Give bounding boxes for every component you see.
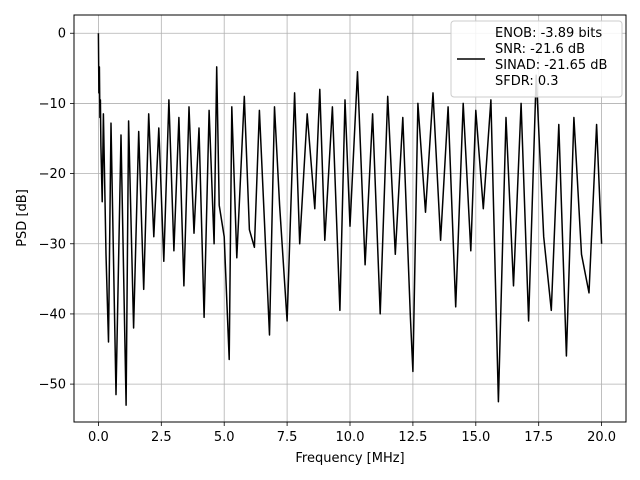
y-tick-label: −30 (39, 237, 66, 252)
x-tick-label: 17.5 (524, 430, 553, 445)
x-tick-label: 5.0 (214, 430, 235, 445)
y-axis-label: PSD [dB] (15, 189, 30, 247)
x-axis-ticks: 0.0 2.5 5.0 7.5 10.0 12.5 15.0 17.5 20.0 (88, 422, 616, 445)
y-tick-label: −50 (39, 378, 66, 393)
y-tick-label: −10 (39, 97, 66, 112)
y-tick-label: −20 (39, 167, 66, 182)
x-axis-label: Frequency [MHz] (295, 451, 404, 466)
legend-label-line: ENOB: -3.89 bits (495, 26, 602, 41)
legend-box (450, 20, 623, 98)
series-layer (97, 33, 603, 406)
x-tick-label: 10.0 (336, 430, 365, 445)
legend-label-line: SFDR: 0.3 (495, 74, 559, 89)
x-tick-label: 20.0 (587, 430, 616, 445)
y-tick-label: −40 (39, 307, 66, 322)
legend-label-line: SINAD: -21.65 dB (495, 58, 607, 73)
x-tick-label: 15.0 (461, 430, 490, 445)
x-tick-label: 7.5 (277, 430, 298, 445)
x-tick-label: 2.5 (151, 430, 172, 445)
psd-series-line (97, 33, 603, 406)
x-tick-label: 0.0 (88, 430, 109, 445)
legend-label-line: SNR: -21.6 dB (495, 42, 585, 57)
x-tick-label: 12.5 (398, 430, 427, 445)
y-axis-ticks: 0 −10 −20 −30 −40 −50 (39, 27, 74, 393)
y-tick-label: 0 (58, 27, 66, 42)
